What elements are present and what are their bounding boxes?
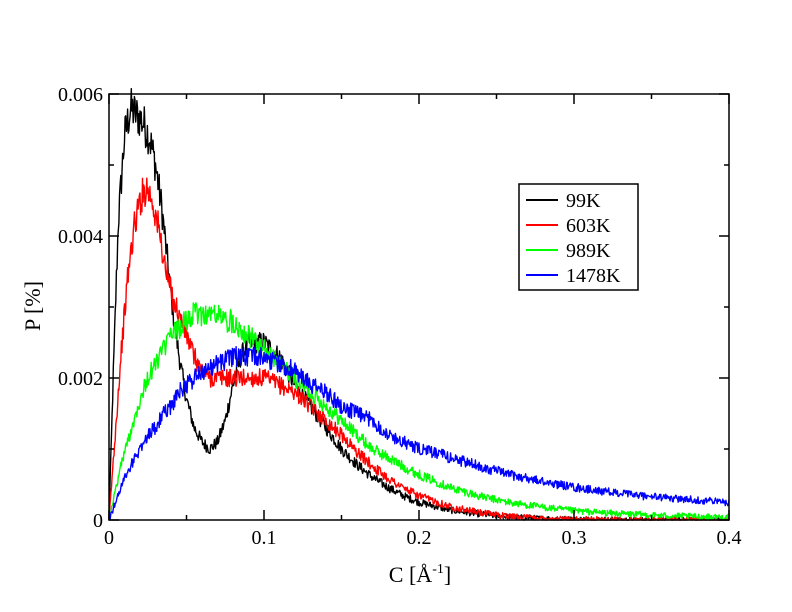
x-tick-label: 0.2 [407, 527, 432, 549]
legend-label-99K: 99K [566, 190, 601, 212]
plot-frame [108, 93, 730, 521]
y-tick-label: 0.004 [58, 226, 103, 248]
legend-box [518, 183, 639, 291]
x-axis-label-sup: -1 [432, 562, 444, 577]
x-axis-label-suffix: ] [444, 562, 451, 587]
series-line-99K [108, 87, 730, 521]
x-axis-label: C [Å-1] [389, 562, 451, 587]
x-axis-label-main: C [Å [389, 562, 433, 587]
legend: 99K 603K 989K 1478K [518, 183, 639, 291]
y-tick-label: 0.006 [58, 84, 103, 106]
series-line-989K [108, 302, 730, 521]
x-tick-label: 0.3 [562, 527, 587, 549]
y-tick-label: 0.002 [58, 368, 103, 390]
legend-label-989K: 989K [566, 240, 611, 262]
legend-label-603K: 603K [566, 215, 611, 237]
x-tick-label: 0.4 [717, 527, 742, 549]
ticks-layer: 0 0.1 0.2 0.3 0.4 0 0.002 0.004 0.006 [58, 84, 742, 549]
legend-label-1478K: 1478K [566, 265, 621, 287]
series-line-1478K [108, 345, 730, 521]
y-tick-label: 0 [93, 510, 103, 532]
x-tick-label: 0.1 [252, 527, 277, 549]
x-tick-label: 0 [104, 527, 114, 549]
y-axis-label: P [%] [20, 281, 45, 331]
series-layer [108, 87, 730, 521]
